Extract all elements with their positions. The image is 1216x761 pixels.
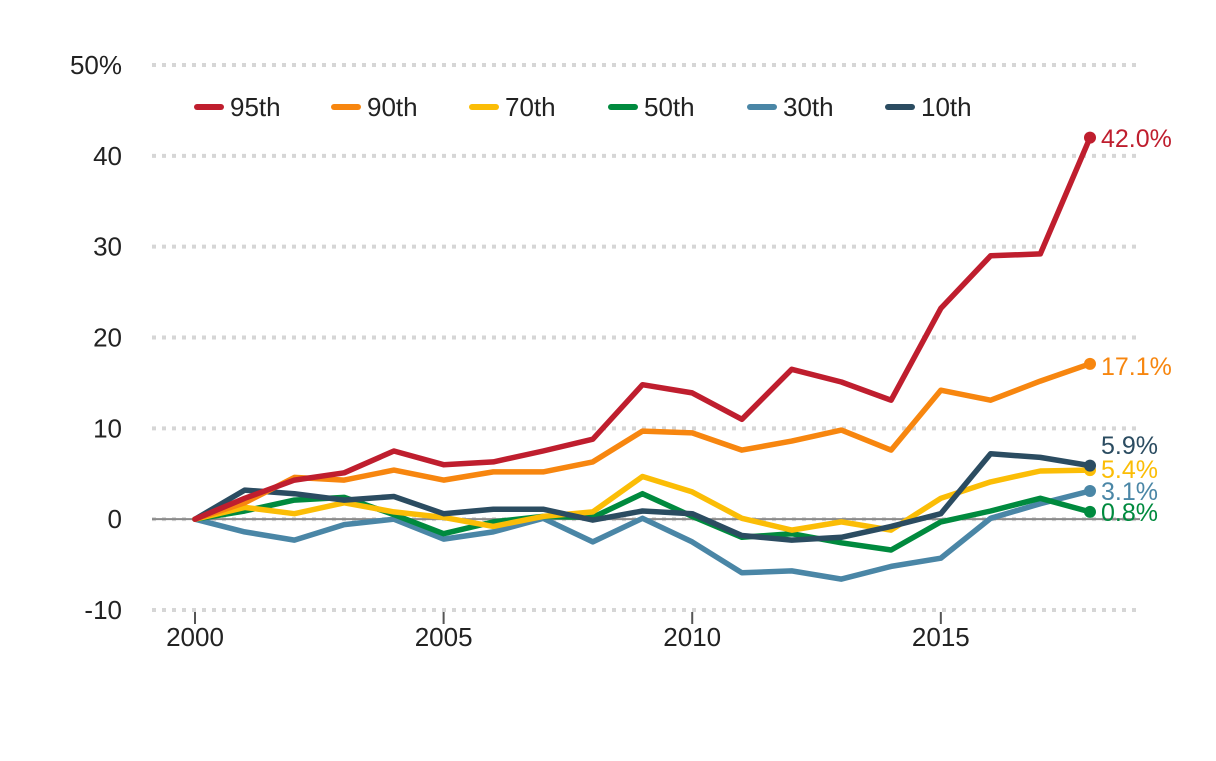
y-tick-label: 20	[93, 323, 122, 353]
y-tick-label: 40	[93, 141, 122, 171]
series-line-30th	[192, 488, 1093, 582]
x-tick-label: 2010	[663, 622, 721, 652]
end-label-50th: 0.8%	[1101, 499, 1158, 527]
end-label-10th: 5.9%	[1101, 432, 1158, 460]
end-label-30th: 3.1%	[1101, 478, 1158, 506]
legend: 95th 90th 70th 50th 30th 10th	[194, 92, 972, 122]
series-line-90th	[192, 361, 1093, 522]
legend-label-70th: 70th	[505, 92, 556, 122]
end-label-95th: 42.0%	[1101, 125, 1172, 153]
y-axis-tick-labels: 50% 40 30 20 10 0 -10	[70, 50, 122, 625]
legend-label-10th: 10th	[921, 92, 972, 122]
series-line-10th	[192, 451, 1093, 543]
end-label-70th: 5.4%	[1101, 456, 1158, 484]
gridlines	[152, 63, 1140, 612]
y-tick-label: 50%	[70, 50, 122, 80]
y-tick-label: -10	[84, 595, 122, 625]
series-end-point-30th	[1084, 485, 1096, 498]
legend-label-30th: 30th	[783, 92, 834, 122]
x-tick-label: 2015	[912, 622, 970, 652]
x-axis: 2000 2005 2010 2015	[166, 612, 970, 652]
y-tick-label: 30	[93, 232, 122, 262]
end-value-labels: 42.0% 17.1% 5.4% 0.8%3.1% 5.9%	[1101, 125, 1172, 527]
y-tick-label: 0	[108, 504, 122, 534]
x-tick-label: 2000	[166, 622, 224, 652]
series-end-point-95th	[1084, 131, 1096, 144]
legend-label-90th: 90th	[367, 92, 418, 122]
series-lines	[192, 131, 1096, 582]
legend-label-95th: 95th	[230, 92, 281, 122]
x-tick-label: 2005	[415, 622, 473, 652]
end-label-90th: 17.1%	[1101, 353, 1172, 381]
legend-label-50th: 50th	[644, 92, 695, 122]
series-line-50th	[192, 490, 1093, 553]
series-end-point-10th	[1084, 459, 1096, 472]
series-end-point-90th	[1084, 357, 1096, 370]
y-tick-label: 10	[93, 413, 122, 443]
series-end-point-50th	[1084, 505, 1096, 518]
series-line-95th	[192, 134, 1093, 522]
